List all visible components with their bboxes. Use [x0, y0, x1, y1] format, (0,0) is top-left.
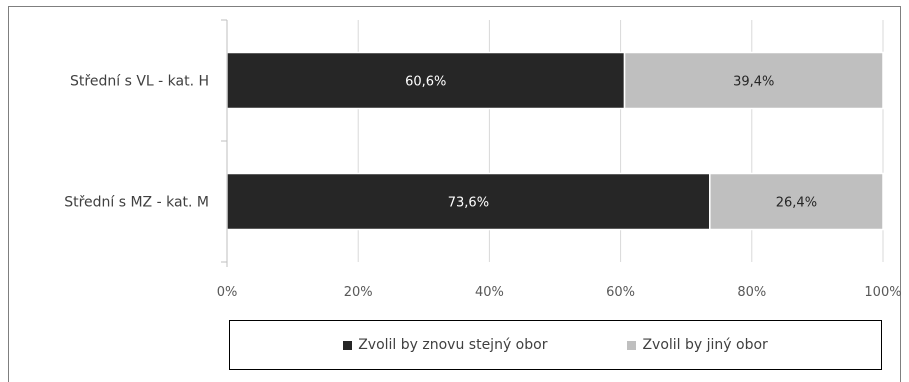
data-label: 60,6%: [405, 75, 446, 90]
x-tick-label: 20%: [344, 285, 373, 300]
legend-swatch-same-field: [343, 340, 353, 350]
bar-segment-same-field: [226, 172, 711, 231]
data-label: 39,4%: [733, 75, 774, 90]
legend-item-other-field: Zvolil by jiný obor: [627, 337, 768, 353]
legend-label-other-field: Zvolil by jiný obor: [642, 337, 768, 353]
x-tick-label: 80%: [737, 285, 766, 300]
x-tick-label: 40%: [475, 285, 504, 300]
legend-item-same-field: Zvolil by znovu stejný obor: [343, 337, 547, 353]
stacked-bar-chart: 60,6% 39,4% 73,6% 26,4% Střední s VL - kat.…: [64, 19, 902, 300]
legend: Zvolil by znovu stejný obor Zvolil by ji…: [229, 320, 882, 370]
x-tick-label: 0%: [217, 285, 238, 300]
legend-label-same-field: Zvolil by znovu stejný obor: [358, 337, 548, 353]
legend-swatch-other-field: [627, 340, 637, 350]
category-label: Střední s VL - kat. H: [70, 74, 209, 90]
bar-segment-other-field: [709, 172, 884, 231]
bars: 60,6% 39,4% 73,6% 26,4%: [226, 51, 884, 231]
chart-frame: [8, 6, 901, 382]
x-tick-label: 100%: [864, 285, 901, 300]
x-tick-label: 60%: [606, 285, 635, 300]
bar-segment-other-field: [623, 51, 884, 110]
category-label: Střední s MZ - kat. M: [64, 195, 209, 211]
category-axis: Střední s VL - kat. H Střední s MZ - kat.…: [64, 19, 228, 267]
data-label: 26,4%: [776, 196, 817, 211]
data-label: 73,6%: [448, 196, 489, 211]
x-tick-labels: 0% 20% 40% 60% 80% 100%: [217, 285, 902, 300]
